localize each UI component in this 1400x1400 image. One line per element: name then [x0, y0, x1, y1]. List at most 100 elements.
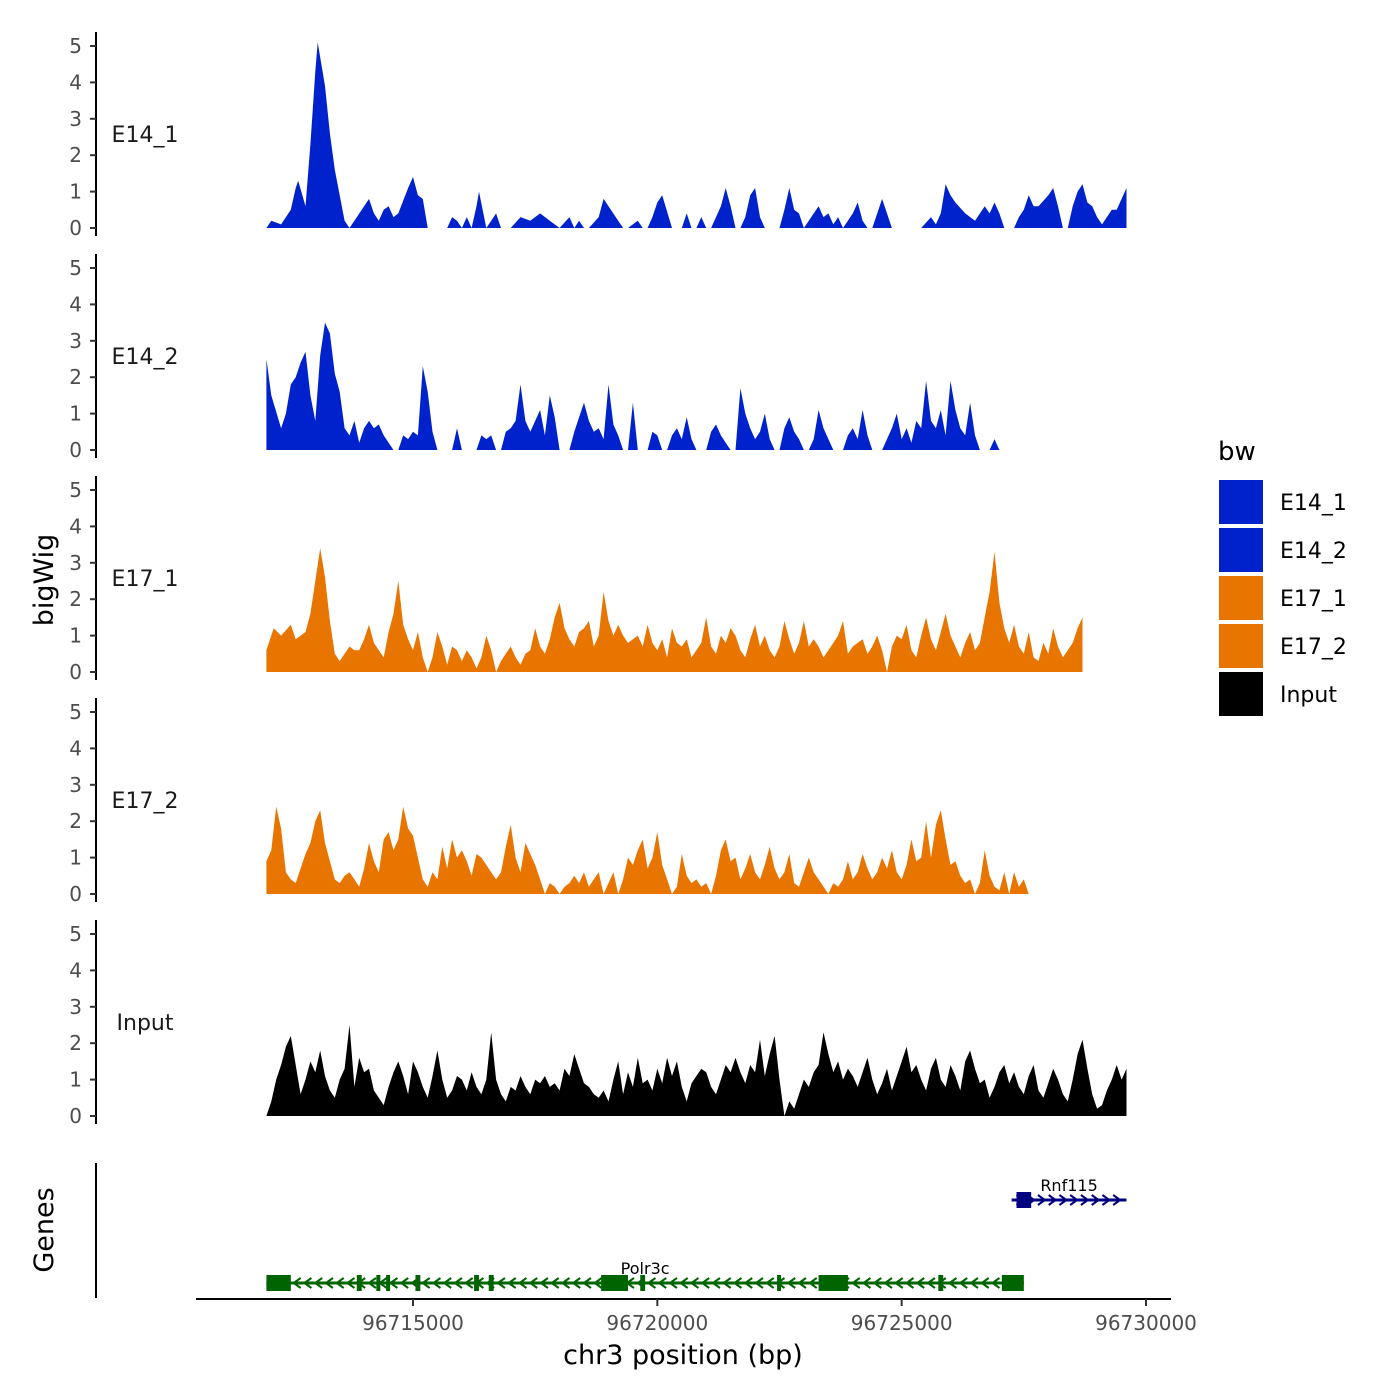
y-tick-label: 4 — [69, 70, 82, 94]
genes-axis-title: Genes — [29, 1187, 60, 1272]
legend-label: E14_1 — [1280, 491, 1347, 516]
legend-item: Input — [1219, 672, 1337, 716]
strand-arrow — [506, 1277, 517, 1289]
gene-exon — [601, 1275, 629, 1291]
strand-arrow — [947, 1277, 958, 1289]
y-tick-label: 3 — [69, 107, 82, 131]
strand-arrow — [990, 1277, 1001, 1289]
gene-exon — [356, 1275, 362, 1291]
strand-arrow — [592, 1277, 603, 1289]
strand-arrow — [1101, 1194, 1112, 1206]
track-label: E14_2 — [112, 345, 179, 370]
gene-exon — [488, 1275, 494, 1291]
strand-arrow — [367, 1277, 377, 1289]
y-tick-label: 3 — [69, 995, 82, 1019]
y-tick-label: 5 — [69, 922, 82, 946]
strand-arrow — [851, 1277, 861, 1289]
strand-arrow — [700, 1277, 710, 1289]
legend-item: E14_1 — [1219, 480, 1347, 524]
x-tick-label: 96725000 — [851, 1311, 953, 1335]
y-axis-title: bigWig — [29, 534, 60, 627]
gene-label: Polr3c — [621, 1259, 670, 1278]
strand-arrow — [689, 1277, 700, 1289]
y-tick-label: 1 — [69, 180, 82, 204]
strand-arrow — [560, 1277, 571, 1289]
legend: bw E14_1 E14_2 E17_1 E17_2 Input — [1218, 437, 1347, 716]
strand-arrow — [313, 1277, 323, 1289]
gene-Polr3c: Polr3c — [266, 1259, 1024, 1291]
y-tick-label: 2 — [69, 143, 82, 167]
y-tick-label: 0 — [69, 216, 82, 240]
gene-exon — [938, 1275, 944, 1291]
track-E14_2: 0 1 2 3 4 5 E14_2 — [69, 254, 1005, 462]
y-tick-label: 3 — [69, 551, 82, 575]
gene-Rnf115: Rnf115 — [1011, 1176, 1127, 1208]
strand-arrow — [808, 1277, 818, 1289]
strand-arrow — [668, 1277, 678, 1289]
track-label: E14_1 — [112, 123, 179, 148]
gene-exon — [266, 1275, 291, 1291]
strand-arrow — [1058, 1194, 1069, 1206]
strand-arrow — [1091, 1194, 1101, 1206]
gene-exon — [640, 1275, 646, 1291]
strand-arrow — [926, 1277, 936, 1289]
legend-swatch — [1219, 672, 1263, 716]
gene-exon — [1016, 1192, 1032, 1208]
strand-arrow — [420, 1277, 431, 1289]
strand-arrow — [463, 1277, 474, 1289]
y-tick-label: 4 — [69, 292, 82, 316]
legend-label: E17_2 — [1280, 635, 1347, 660]
y-tick-label: 0 — [69, 438, 82, 462]
coverage-tracks: 0 1 2 3 4 5 E14_1 0 1 2 3 4 5 E14_2 0 1 2 3 4 5 E17_1 0 1 2 3 4 5 E… — [69, 32, 1127, 1128]
strand-arrow — [797, 1277, 807, 1289]
gene-exon — [777, 1275, 782, 1291]
strand-arrow — [496, 1277, 506, 1289]
legend-title: bw — [1218, 437, 1256, 467]
strand-arrow — [528, 1277, 538, 1289]
strand-arrow — [657, 1277, 667, 1289]
strand-arrow — [1069, 1194, 1079, 1206]
strand-arrow — [1080, 1194, 1090, 1206]
strand-arrow — [765, 1277, 775, 1289]
y-tick-label: 0 — [69, 660, 82, 684]
strand-arrow — [915, 1277, 925, 1289]
strand-arrow — [969, 1277, 979, 1289]
gene-exon — [474, 1275, 479, 1291]
y-tick-label: 4 — [69, 736, 82, 760]
gene-exon — [415, 1275, 421, 1291]
coverage-area — [266, 548, 1083, 672]
y-tick-label: 2 — [69, 1031, 82, 1055]
y-tick-label: 0 — [69, 882, 82, 906]
genes-panel: Genes Polr3c Rnf115 — [29, 1163, 1127, 1298]
x-axis: 96715000 96720000 96725000 96730000 chr3 po… — [196, 1298, 1197, 1371]
strand-arrow — [894, 1277, 904, 1289]
legend-swatch — [1219, 624, 1263, 668]
y-tick-label: 1 — [69, 1068, 82, 1092]
gene-exon — [1001, 1275, 1024, 1291]
strand-arrow — [679, 1277, 689, 1289]
legend-swatch — [1219, 480, 1263, 524]
strand-arrow — [786, 1277, 796, 1289]
strand-arrow — [334, 1277, 345, 1289]
gene-label: Rnf115 — [1040, 1176, 1097, 1195]
y-tick-label: 2 — [69, 587, 82, 611]
y-tick-label: 4 — [69, 958, 82, 982]
coverage-area — [266, 806, 1029, 894]
gene-exon — [376, 1275, 381, 1291]
y-tick-label: 3 — [69, 329, 82, 353]
y-tick-label: 3 — [69, 773, 82, 797]
track-label: E17_1 — [112, 567, 179, 592]
y-tick-label: 1 — [69, 624, 82, 648]
legend-label: Input — [1280, 683, 1337, 708]
y-tick-label: 5 — [69, 700, 82, 724]
y-tick-label: 1 — [69, 846, 82, 870]
y-tick-label: 5 — [69, 478, 82, 502]
strand-arrow — [711, 1277, 721, 1289]
strand-arrow — [743, 1277, 753, 1289]
y-tick-label: 5 — [69, 256, 82, 280]
strand-arrow — [754, 1277, 764, 1289]
coverage-area — [266, 1025, 1127, 1116]
y-tick-label: 5 — [69, 34, 82, 58]
strand-arrow — [291, 1277, 302, 1289]
